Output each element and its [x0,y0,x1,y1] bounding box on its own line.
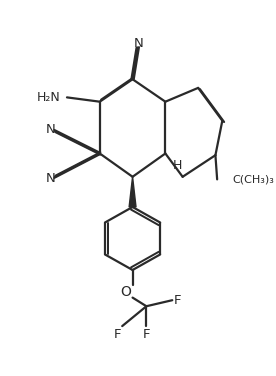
Text: H: H [173,159,182,172]
Text: N: N [46,172,56,185]
Text: N: N [46,123,56,136]
Text: H₂N: H₂N [36,91,60,104]
Text: O: O [120,285,131,299]
Text: F: F [174,294,181,307]
Text: F: F [113,328,121,341]
Text: C(CH₃)₃: C(CH₃)₃ [233,174,275,184]
Polygon shape [129,177,136,207]
Text: F: F [143,328,150,341]
Text: N: N [134,36,143,50]
